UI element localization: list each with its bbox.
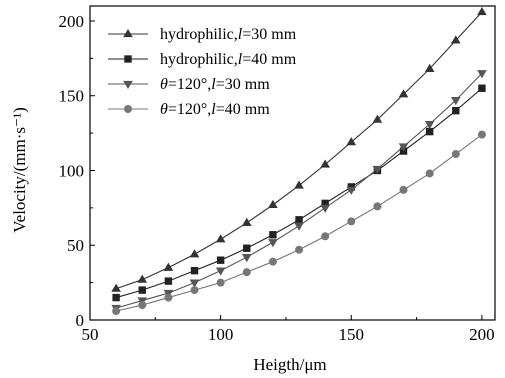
data-point	[451, 150, 460, 159]
legend-entry: hydrophilic,l=40 mm	[108, 51, 297, 68]
data-point	[189, 249, 200, 258]
y-tick-label: 0	[76, 311, 85, 330]
legend-label-part: =40 mm	[216, 101, 270, 118]
data-point	[112, 307, 121, 316]
data-point	[163, 262, 174, 271]
data-point	[268, 199, 278, 209]
legend-label-part: θ	[160, 76, 168, 93]
data-point	[321, 232, 330, 241]
series-1	[111, 6, 487, 292]
data-point	[190, 266, 199, 275]
legend-label-part: =120°,	[168, 101, 211, 118]
data-point	[477, 70, 487, 79]
data-point	[243, 244, 251, 252]
y-tick-label: 200	[59, 12, 85, 31]
data-point	[216, 278, 225, 287]
data-point	[425, 127, 434, 136]
data-point	[137, 274, 148, 283]
data-point	[424, 120, 435, 130]
data-point	[111, 283, 121, 292]
data-point	[190, 286, 199, 295]
data-point	[347, 217, 356, 226]
series-layer	[111, 6, 487, 316]
data-point	[138, 286, 146, 294]
data-point	[477, 130, 486, 139]
data-point	[269, 231, 277, 239]
series-4	[112, 130, 486, 316]
data-point	[399, 185, 408, 194]
legend-label-part: l	[211, 76, 216, 93]
data-point	[294, 180, 304, 189]
legend-marker	[124, 105, 132, 113]
data-point	[242, 268, 251, 277]
legend-marker	[124, 55, 132, 63]
data-point	[346, 186, 357, 195]
legend-label-part: =30 mm	[216, 76, 270, 93]
data-point	[372, 165, 383, 174]
x-tick-label: 150	[339, 325, 365, 344]
data-point	[451, 35, 461, 44]
x-tick-label: 50	[82, 325, 99, 344]
legend-marker	[123, 29, 133, 38]
y-tick-label: 150	[59, 87, 85, 106]
data-point	[321, 199, 329, 208]
data-point	[241, 254, 252, 263]
legend-label-part: =40 mm	[242, 51, 296, 68]
legend-label-part: =30 mm	[242, 26, 296, 43]
data-point	[164, 277, 173, 285]
data-point	[215, 234, 226, 243]
legend-label-part: hydrophilic,	[160, 51, 238, 68]
legend-label-part: θ	[160, 101, 168, 118]
data-point	[320, 204, 330, 213]
data-point	[398, 89, 409, 98]
data-point	[425, 169, 434, 178]
plot-frame	[89, 5, 496, 321]
data-point	[138, 301, 147, 310]
data-point	[164, 293, 173, 302]
legend-label-part: l	[211, 101, 216, 118]
y-axis-title: Velocity/(mm·s⁻¹)	[10, 107, 29, 233]
legend-marker	[123, 80, 133, 89]
data-point	[451, 97, 461, 106]
x-tick-label: 200	[469, 325, 495, 344]
data-point	[268, 239, 278, 248]
data-point	[216, 256, 225, 264]
data-point	[452, 106, 460, 115]
legend-label-part: =120°,	[168, 76, 211, 93]
y-tick-label: 100	[59, 161, 85, 180]
data-point	[189, 279, 200, 288]
data-point	[268, 257, 277, 266]
legend-label-part: l	[238, 26, 243, 43]
data-point	[241, 217, 252, 226]
data-point	[346, 137, 357, 146]
data-point	[112, 293, 120, 302]
legend-entry: hydrophilic,l=30 mm	[108, 26, 297, 43]
y-tick-label: 50	[67, 236, 84, 255]
legend-label: θ=120°,l=30 mm	[160, 76, 270, 93]
data-point	[478, 84, 486, 92]
x-tick-label: 100	[208, 325, 234, 344]
data-point	[372, 114, 383, 123]
data-point	[295, 245, 304, 254]
data-point	[477, 6, 487, 16]
legend-label-part: l	[238, 51, 243, 68]
legend-label: hydrophilic,l=40 mm	[160, 51, 297, 68]
data-point	[215, 267, 226, 276]
legend-label-part: hydrophilic,	[160, 26, 238, 43]
data-point	[294, 222, 304, 231]
data-point	[373, 202, 382, 211]
legend-label: θ=120°,l=40 mm	[160, 101, 270, 118]
legend-entry: θ=120°,l=30 mm	[108, 76, 270, 93]
legend-entry: θ=120°,l=40 mm	[108, 101, 270, 118]
data-point	[424, 63, 435, 72]
data-point	[320, 159, 330, 168]
legend-label: hydrophilic,l=30 mm	[160, 26, 297, 43]
axes	[89, 5, 496, 321]
x-axis-title: Heigth/μm	[253, 355, 326, 374]
data-point	[295, 216, 303, 224]
data-point	[398, 143, 409, 152]
